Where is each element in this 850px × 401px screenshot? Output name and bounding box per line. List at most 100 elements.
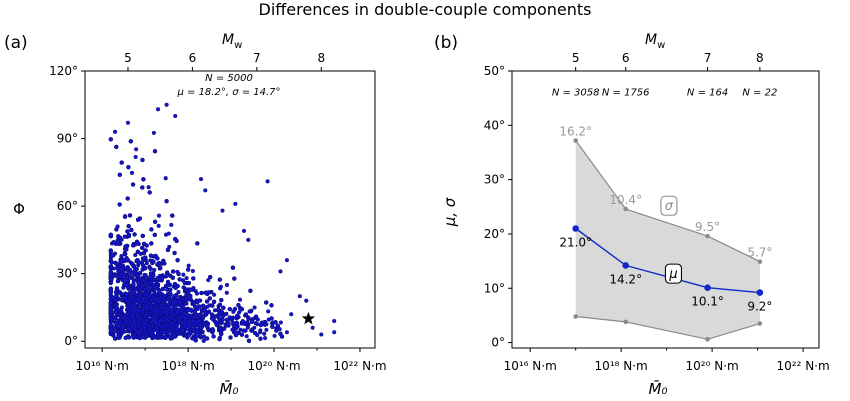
scatter-point: [239, 307, 244, 312]
scatter-point: [252, 325, 257, 330]
scatter-point: [206, 309, 211, 314]
scatter-point: [170, 331, 175, 336]
scatter-point: [264, 300, 269, 305]
scatter-point: [138, 287, 143, 292]
scatter-point: [246, 338, 252, 343]
scatter-point: [252, 305, 257, 310]
scatter-point: [147, 190, 152, 195]
scatter-point: [148, 293, 153, 298]
scatter-point: [136, 324, 141, 329]
scatter-point: [262, 331, 267, 336]
scatter-point: [190, 268, 195, 274]
scatter-point: [191, 276, 196, 281]
scatter-point: [176, 289, 181, 295]
scatter-point: [168, 321, 174, 326]
scatter-point: [131, 182, 136, 187]
scatter-point: [205, 304, 210, 309]
scatter-point: [111, 240, 116, 245]
scatter-point: [143, 248, 148, 253]
scatter-point: [154, 279, 159, 285]
scatter-point: [114, 273, 119, 278]
scatter-point: [124, 278, 129, 283]
scatter-point: [172, 250, 177, 256]
scatter-point: [108, 301, 113, 306]
scatter-point: [224, 317, 229, 322]
scatter-point: [194, 291, 200, 296]
scatter-point: [144, 305, 150, 310]
scatter-point: [262, 320, 267, 325]
scatter-point: [196, 313, 201, 318]
scatter-point: [202, 307, 207, 312]
scatter-point: [140, 157, 145, 163]
scatter-point: [114, 227, 119, 232]
scatter-point: [186, 263, 191, 268]
scatter-point: [125, 315, 130, 320]
scatter-point: [144, 243, 149, 248]
scatter-point: [219, 298, 224, 303]
scatter-point: [149, 329, 154, 334]
scatter-point: [245, 320, 250, 325]
scatter-point: [109, 323, 114, 328]
scatter-point: [133, 154, 138, 160]
scatter-point: [116, 324, 122, 329]
scatter-point: [118, 308, 124, 313]
scatter-point: [127, 213, 133, 218]
scatter-point: [236, 303, 241, 308]
scatter-point: [138, 271, 143, 276]
scatter-point: [131, 334, 136, 339]
scatter-point: [108, 137, 113, 142]
scatter-point: [177, 319, 182, 324]
scatter-point: [114, 144, 119, 149]
scatter-point: [190, 329, 195, 334]
scatter-point: [134, 147, 139, 152]
scatter-point: [140, 256, 146, 261]
scatter-point: [140, 335, 145, 340]
scatter-point: [136, 280, 141, 285]
scatter-point: [142, 278, 147, 283]
scatter-point: [217, 277, 222, 282]
scatter-point: [227, 315, 232, 320]
scatter-point: [201, 338, 206, 343]
scatter-point: [199, 325, 204, 330]
scatter-point: [143, 331, 149, 336]
scatter-point: [125, 319, 130, 324]
scatter-point: [136, 217, 141, 222]
scatter-point: [136, 312, 141, 317]
scatter-point: [173, 304, 178, 309]
scatter-point: [133, 286, 139, 292]
scatter-point: [126, 224, 131, 229]
scatter-point: [172, 318, 178, 323]
scatter-point: [178, 327, 183, 332]
figure-title: Differences in double-couple components: [258, 0, 592, 19]
scatter-point: [155, 256, 160, 261]
scatter-point: [110, 253, 116, 258]
scatter-point: [130, 312, 135, 317]
scatter-point: [132, 232, 137, 237]
scatter-point: [149, 241, 154, 246]
scatter-point: [228, 335, 233, 340]
scatter-point: [164, 199, 169, 204]
scatter-point: [180, 320, 185, 325]
scatter-point: [141, 263, 146, 268]
scatter-point: [122, 234, 127, 239]
scatter-point: [127, 335, 132, 340]
scatter-point: [210, 312, 215, 317]
scatter-point: [126, 300, 131, 305]
scatter-point: [124, 292, 129, 297]
scatter-point: [248, 288, 253, 293]
scatter-point: [249, 319, 254, 324]
scatter-point: [227, 307, 232, 312]
scatter-point: [224, 282, 230, 288]
scatter-point: [263, 336, 268, 341]
scatter-point: [187, 324, 192, 329]
scatter-point: [135, 239, 140, 244]
scatter-point: [184, 276, 189, 281]
scatter-point: [131, 243, 136, 248]
scatter-point: [258, 330, 263, 335]
scatter-point: [258, 336, 263, 341]
scatter-point: [142, 325, 147, 330]
scatter-point: [133, 308, 138, 313]
scatter-point: [197, 304, 202, 309]
scatter-point: [172, 293, 177, 299]
scatter-point: [239, 332, 244, 337]
